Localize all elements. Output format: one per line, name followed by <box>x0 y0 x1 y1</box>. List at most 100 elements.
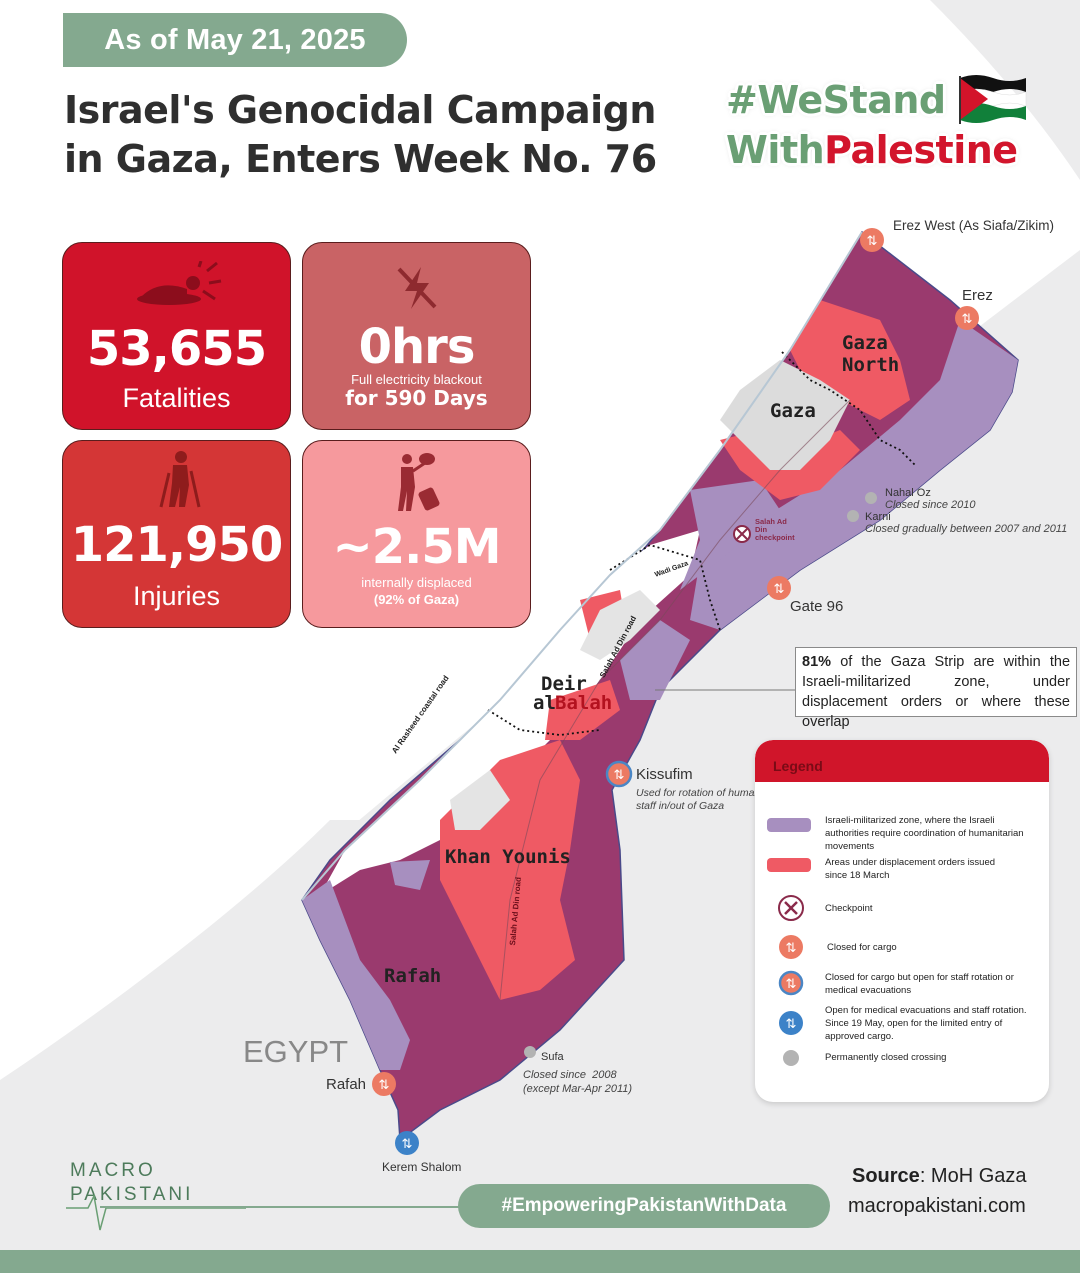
label-erez-west: Erez West (As Siafa/Zikim) <box>893 218 1055 233</box>
militarized-zone-mid <box>680 480 780 590</box>
militarized-zone-rafah <box>302 880 410 1070</box>
title-line-2: in Gaza, Enters Week No. 76 <box>64 137 657 181</box>
label-kerem-shalom: Kerem Shalom <box>382 1160 462 1173</box>
svg-text:⇅: ⇅ <box>786 1017 797 1032</box>
callout-percent: 81% <box>802 654 832 670</box>
macro-pakistani-logo: MACRO PAKISTANI <box>66 1160 246 1231</box>
crossing-closed-cargo-icon: ⇅ <box>955 306 979 330</box>
legend-swatch-militarized <box>767 818 811 832</box>
label-nahal-oz: Nahal Oz <box>885 487 931 499</box>
svg-text:⇅: ⇅ <box>614 768 625 783</box>
legend-text-displacement: Areas under displacement orders issued s… <box>825 857 996 881</box>
displacement-gaza-north <box>790 300 910 420</box>
closed-crossing-dot <box>865 492 877 504</box>
svg-text:⇅: ⇅ <box>774 582 785 597</box>
crossing-staff-rotation-icon: ⇅ <box>778 970 804 996</box>
label-al: al <box>533 692 556 714</box>
coast-line <box>301 231 863 901</box>
gaza-city-zone <box>720 360 850 470</box>
crossing-open-icon: ⇅ <box>395 1131 419 1155</box>
footer-bar <box>0 1250 1080 1273</box>
logo-line-2: PAKISTANI <box>70 1184 193 1205</box>
svg-text:⇅: ⇅ <box>867 234 878 249</box>
hashtag-palestine: Palestine <box>824 128 1018 172</box>
governorate-boundary <box>781 351 916 466</box>
checkpoint-icon <box>778 895 804 921</box>
label-sufa-note2: (except Mar-Apr 2011) <box>523 1083 633 1095</box>
builtup-ky <box>450 770 510 830</box>
builtup-deir <box>580 590 660 660</box>
electricity-days: for 590 Days <box>345 386 488 410</box>
map-legend: Legend Israeli-militarized zone, where t… <box>755 740 1049 1102</box>
injuries-value: 121,950 <box>70 517 284 573</box>
source-label: Source <box>852 1165 920 1187</box>
svg-text:⇅: ⇅ <box>379 1078 390 1093</box>
palestine-flag-icon <box>959 75 1027 124</box>
legend-text-checkpoint: Checkpoint <box>825 903 873 914</box>
label-kissufim-note2: staff in/out of Gaza <box>636 800 725 812</box>
legend-text-closed-cargo: Closed for cargo <box>827 942 897 953</box>
legend-text-permanently-closed: Permanently closed crossing <box>825 1052 947 1063</box>
closed-crossing-dot <box>847 510 859 522</box>
label-sufa-note1: Closed since 2008 <box>523 1069 617 1081</box>
salah-ad-din-road <box>499 399 851 1001</box>
label-khan-younis: Khan Younis <box>445 846 571 868</box>
label-gate96: Gate 96 <box>790 598 844 615</box>
hashtag-line-1: #WeStand <box>726 78 946 122</box>
coverage-callout: 81% of the Gaza Strip are within the Isr… <box>795 647 1077 730</box>
legend-title: Legend <box>755 740 1049 782</box>
label-kissufim-note1: Used for rotation of humani <box>636 787 758 799</box>
closed-crossing-dot <box>783 1050 799 1066</box>
source-credit: Source: MoH Gaza <box>852 1165 1027 1188</box>
fatalities-value: 53,655 <box>86 321 267 377</box>
militarized-zone-deir <box>620 620 690 700</box>
electricity-sub: Full electricity blackout <box>351 372 482 387</box>
label-gaza: Gaza <box>770 400 816 422</box>
page-title: Israel's Genocidal Campaign in Gaza, Ent… <box>64 86 714 184</box>
label-karni: Karni <box>865 511 891 523</box>
injuries-label: Injuries <box>132 581 221 611</box>
label-salah-checkpoint: Salah Ad Din checkpoint <box>755 517 795 542</box>
hashtag-westandwithpalestine: #WeStand WithPalestine <box>718 70 1018 176</box>
svg-text:⇅: ⇅ <box>786 941 797 956</box>
fatalities-label: Fatalities <box>122 383 231 413</box>
website-url: macropakistani.com <box>848 1195 1026 1217</box>
label-deir: Deir <box>541 673 587 695</box>
legend-swatch-displacement <box>767 858 811 872</box>
displaced-percent: (92% of Gaza) <box>373 592 460 607</box>
crossing-closed-cargo-icon: ⇅ <box>372 1072 396 1096</box>
legend-text-open: Open for medical evacuations and staff r… <box>825 1005 1027 1042</box>
svg-text:⇅: ⇅ <box>402 1137 413 1152</box>
date-badge: As of May 21, 2025 <box>63 13 407 67</box>
label-rafah-city: Rafah <box>384 965 442 987</box>
injuries-card: 121,950 Injuries <box>62 440 291 628</box>
title-line-1: Israel's Genocidal Campaign <box>64 88 656 132</box>
source-value: : MoH Gaza <box>919 1165 1027 1187</box>
svg-text:⇅: ⇅ <box>786 977 797 992</box>
footer-divider <box>100 1206 460 1208</box>
label-erez: Erez <box>962 287 993 304</box>
legend-text-staff-rotation: Closed for cargo but open for staff rota… <box>825 972 1014 996</box>
displaced-value: ~2.5M <box>332 519 501 575</box>
militarized-zone-ky <box>390 860 430 890</box>
legend-text-militarized: Israeli-militarized zone, where the Isra… <box>825 815 1024 852</box>
displaced-sub: internally displaced <box>361 575 472 590</box>
label-balah: Balah <box>555 692 613 714</box>
hashtag-with: With <box>726 128 825 172</box>
crossing-closed-cargo-icon: ⇅ <box>860 228 884 252</box>
label-karni-note: Closed gradually between 2007 and 2011 <box>865 523 1068 535</box>
crossing-staff-rotation-icon: ⇅ <box>605 760 633 788</box>
fatalities-card: 53,655 Fatalities <box>62 242 291 430</box>
label-rafah-crossing: Rafah <box>326 1076 367 1093</box>
crossing-closed-cargo-icon: ⇅ <box>779 935 803 959</box>
footer-hashtag: #EmpoweringPakistanWithData <box>458 1184 830 1228</box>
no-electricity-icon <box>397 267 436 309</box>
label-gaza-north: Gaza North <box>842 332 900 376</box>
label-kissufim: Kissufim <box>636 766 693 783</box>
callout-text: of the Gaza Strip are within the Israeli… <box>802 654 1071 730</box>
casualty-icon <box>136 261 221 305</box>
displaced-card: ~2.5M internally displaced (92% of Gaza) <box>302 440 531 628</box>
crossing-closed-cargo-icon: ⇅ <box>767 576 791 600</box>
hashtag-line-2: WithPalestine <box>726 128 1018 172</box>
